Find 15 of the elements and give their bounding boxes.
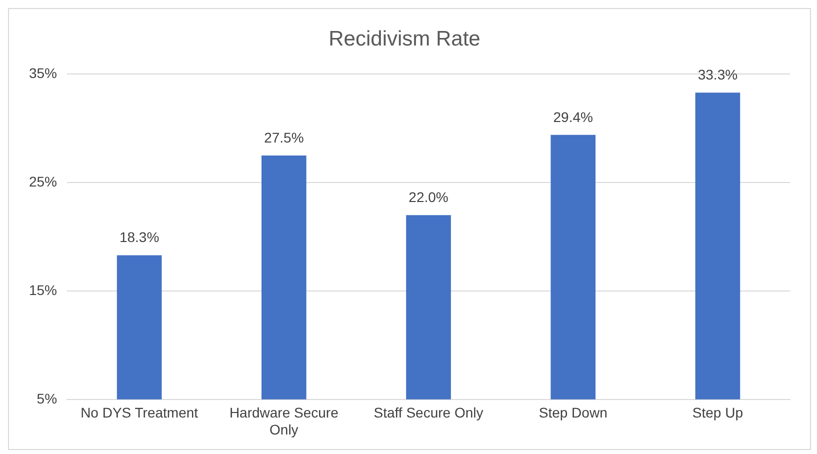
data-label: 33.3% [698, 66, 738, 82]
x-tick-label: Step Up [692, 404, 744, 421]
y-tick-label: 15% [28, 282, 58, 298]
data-label: 27.5% [264, 129, 304, 146]
x-tick-label: Staff Secure Only [374, 404, 484, 421]
y-tick-label: 25% [28, 173, 58, 190]
y-tick-label: 35% [28, 65, 58, 82]
x-tick-label: No DYS Treatment [80, 404, 198, 421]
y-tick-label: 5% [36, 390, 58, 406]
data-label: 29.4% [553, 108, 593, 125]
data-label: 18.3% [119, 229, 160, 246]
x-tick-label: Step Down [538, 404, 608, 421]
chart-title: Recidivism Rate [328, 27, 480, 50]
data-label: 22.0% [408, 188, 448, 205]
x-tick-label: Hardware Secure Only [229, 404, 339, 438]
